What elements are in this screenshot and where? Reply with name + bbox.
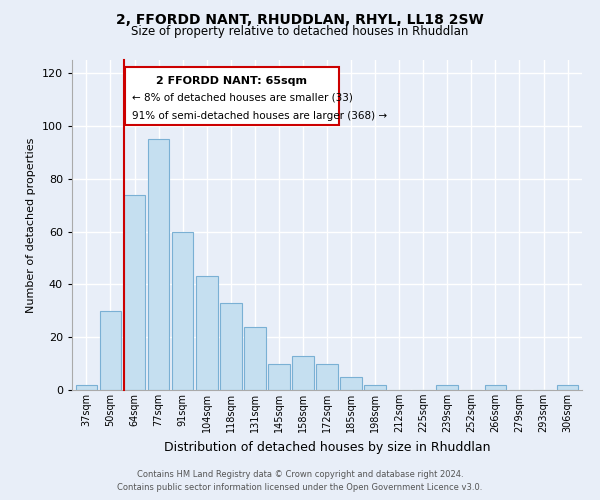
Bar [148, 139, 169, 390]
Text: ← 8% of detached houses are smaller (33): ← 8% of detached houses are smaller (33) [132, 93, 353, 103]
Y-axis label: Number of detached properties: Number of detached properties [26, 138, 36, 312]
Bar [557, 384, 578, 390]
Bar [364, 384, 386, 390]
Bar [124, 194, 145, 390]
Bar [268, 364, 290, 390]
Text: 91% of semi-detached houses are larger (368) →: 91% of semi-detached houses are larger (… [132, 112, 387, 122]
Bar [100, 311, 121, 390]
Bar [220, 303, 242, 390]
Bar [172, 232, 193, 390]
Text: 2, FFORDD NANT, RHUDDLAN, RHYL, LL18 2SW: 2, FFORDD NANT, RHUDDLAN, RHYL, LL18 2SW [116, 12, 484, 26]
X-axis label: Distribution of detached houses by size in Rhuddlan: Distribution of detached houses by size … [164, 440, 490, 454]
Bar [244, 326, 266, 390]
Text: 2 FFORDD NANT: 65sqm: 2 FFORDD NANT: 65sqm [157, 76, 307, 86]
Bar [485, 384, 506, 390]
Bar [292, 356, 314, 390]
Bar [340, 377, 362, 390]
Text: Size of property relative to detached houses in Rhuddlan: Size of property relative to detached ho… [131, 25, 469, 38]
Bar [316, 364, 338, 390]
Bar [76, 384, 97, 390]
Bar [436, 384, 458, 390]
FancyBboxPatch shape [125, 66, 339, 124]
Bar [196, 276, 218, 390]
Text: Contains HM Land Registry data © Crown copyright and database right 2024.
Contai: Contains HM Land Registry data © Crown c… [118, 470, 482, 492]
